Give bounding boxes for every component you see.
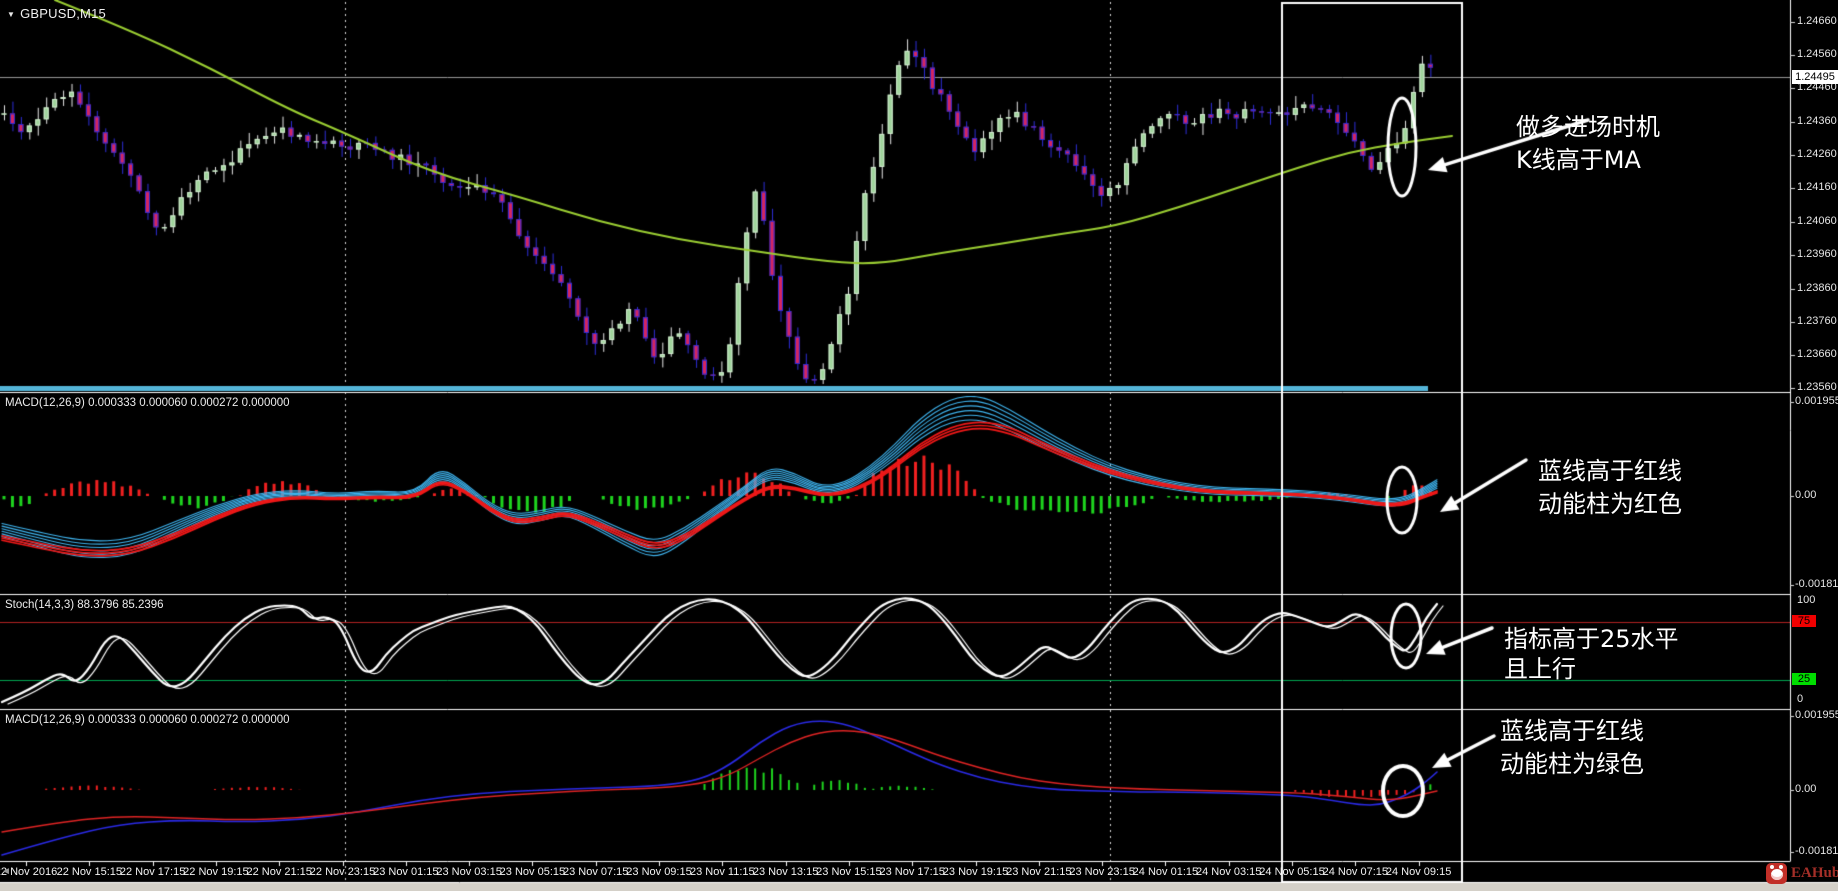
current-price-tag: 1.24495 <box>1792 70 1838 84</box>
price-axis-tick: 1.24360 <box>1797 115 1837 127</box>
symbol-label[interactable]: ▼ GBPUSD,M15 <box>7 6 106 21</box>
annotation-stoch-line1: 指标高于25水平 <box>1504 625 1679 653</box>
time-axis-label: 23 Nov 11:15 <box>689 866 755 878</box>
time-axis-label: 23 Nov 09:15 <box>626 866 692 878</box>
annotation-macd2-line2: 动能柱为绿色 <box>1500 750 1644 778</box>
macd2-axis-tick: -0.001814 <box>1795 845 1838 857</box>
time-axis-label: 23 Nov 07:15 <box>562 866 629 878</box>
price-axis-tick: 1.24060 <box>1797 215 1837 227</box>
price-axis-tick: 1.24560 <box>1797 48 1837 60</box>
annotation-macd1-line2: 动能柱为红色 <box>1538 490 1682 518</box>
annotation-stoch-line2: 且上行 <box>1504 655 1576 683</box>
macd2-axis-tick: 0.001955 <box>1795 709 1838 721</box>
eahub-watermark: EAHub <box>1766 863 1838 884</box>
price-axis-tick: 1.24160 <box>1797 181 1837 193</box>
price-axis-tick: 1.23660 <box>1797 348 1837 360</box>
price-axis-tick: 1.24460 <box>1797 81 1837 93</box>
time-axis-label: 23 Nov 05:15 <box>499 866 566 878</box>
time-axis-label: 22 Nov 19:15 <box>183 866 249 878</box>
time-axis-label: 22 Nov 17:15 <box>119 866 186 878</box>
time-axis-label: 23 Nov 17:15 <box>879 866 945 878</box>
time-axis-label: 24 Nov 07:15 <box>1322 866 1389 878</box>
time-axis-label: 22 Nov 23:15 <box>309 866 376 878</box>
time-axis-label: 22 Nov 2016 <box>0 866 58 878</box>
eahub-logo-icon <box>1766 863 1787 884</box>
eahub-logo-text: EAHub <box>1791 865 1838 881</box>
indicator-label-macd-2: MACD(12,26,9) 0.000333 0.000060 0.000272… <box>5 714 290 726</box>
dropdown-arrow-icon: ▼ <box>7 10 16 19</box>
price-axis-tick: 1.23960 <box>1797 248 1837 260</box>
annotation-macd1-line1: 蓝线高于红线 <box>1538 457 1682 485</box>
macd1-axis-tick: 0.001955 <box>1795 395 1838 407</box>
stoch-axis-tick: 100 <box>1797 594 1816 606</box>
annotation-long-entry-line1: 做多进场时机 <box>1516 113 1660 141</box>
time-axis-label: 24 Nov 05:15 <box>1259 866 1325 878</box>
macd1-axis-tick: -0.001814 <box>1795 578 1838 590</box>
price-axis-tick: 1.24260 <box>1797 148 1837 160</box>
time-axis-label: 23 Nov 13:15 <box>752 866 819 878</box>
time-axis-label: 23 Nov 23:15 <box>1069 866 1135 878</box>
time-axis-label: 24 Nov 03:15 <box>1195 866 1262 878</box>
macd2-axis-tick: 0.00 <box>1795 783 1817 795</box>
price-axis-tick: 1.23760 <box>1797 315 1837 327</box>
stoch-level-badge: 25 <box>1792 673 1816 685</box>
stoch-axis-tick: 0 <box>1797 693 1804 705</box>
time-axis-label: 24 Nov 09:15 <box>1385 866 1452 878</box>
indicator-label-macd-1: MACD(12,26,9) 0.000333 0.000060 0.000272… <box>5 397 290 409</box>
time-axis-label: 23 Nov 21:15 <box>1006 866 1072 878</box>
price-axis-tick: 1.23860 <box>1797 282 1837 294</box>
indicator-label-stoch: Stoch(14,3,3) 88.3796 85.2396 <box>5 599 164 611</box>
annotation-long-entry-line2: K线高于MA <box>1516 146 1641 174</box>
time-axis-label: 23 Nov 03:15 <box>436 866 502 878</box>
symbol-text: GBPUSD,M15 <box>20 6 106 21</box>
annotation-macd2-line1: 蓝线高于红线 <box>1500 717 1644 745</box>
time-axis-label: 23 Nov 19:15 <box>942 866 1009 878</box>
macd1-axis-tick: 0.00 <box>1795 489 1817 501</box>
price-axis-tick: 1.23560 <box>1797 381 1837 393</box>
time-axis-label: 23 Nov 01:15 <box>373 866 439 878</box>
time-axis-label: 22 Nov 15:15 <box>56 866 123 878</box>
time-axis-label: 24 Nov 01:15 <box>1132 866 1199 878</box>
price-axis-tick: 1.24660 <box>1797 15 1837 27</box>
scroll-left-icon: ◄ <box>1 866 11 877</box>
time-axis-label: 23 Nov 15:15 <box>816 866 882 878</box>
stoch-level-badge: 75 <box>1792 615 1816 627</box>
time-axis-label: 22 Nov 21:15 <box>246 866 312 878</box>
